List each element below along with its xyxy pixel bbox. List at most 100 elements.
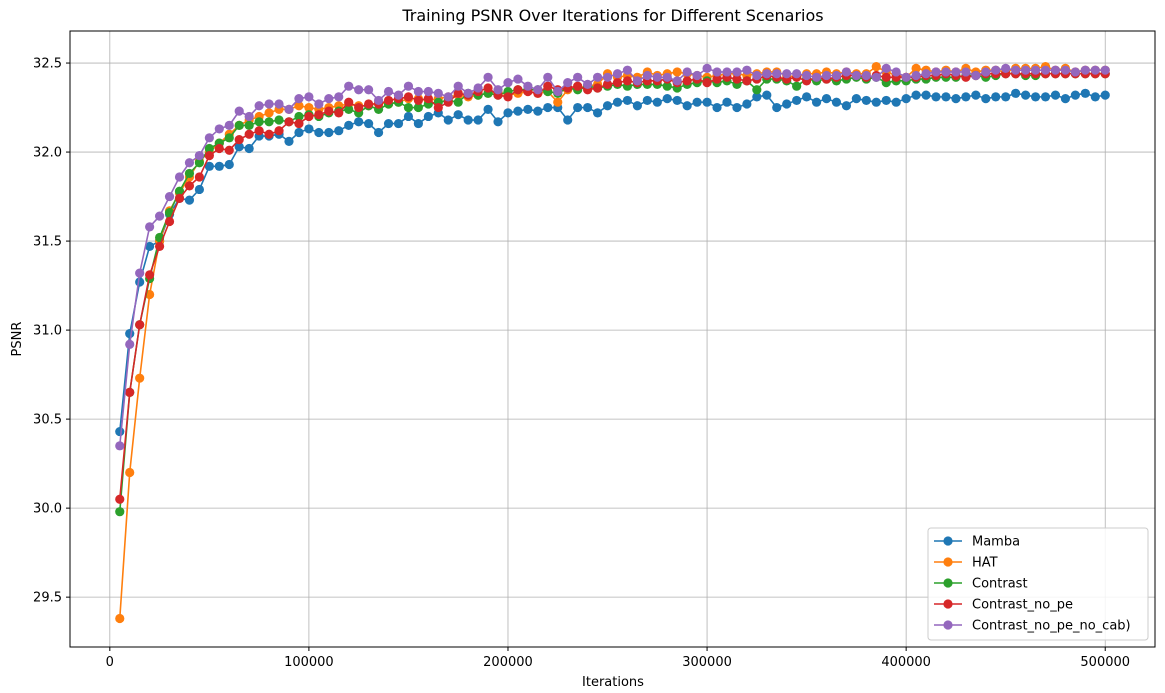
data-point — [622, 76, 633, 86]
data-point — [373, 127, 384, 138]
data-point — [921, 90, 931, 100]
data-point — [682, 67, 692, 77]
data-point — [911, 70, 921, 81]
y-tick-label: 29.5 — [33, 591, 62, 606]
data-point — [125, 387, 135, 398]
data-point — [891, 97, 901, 107]
legend-label: HAT — [972, 556, 998, 571]
data-point — [722, 67, 732, 77]
data-point — [304, 102, 314, 113]
data-point — [583, 79, 593, 90]
legend-item: Contrast — [934, 577, 1028, 592]
data-point — [473, 83, 483, 93]
data-point — [224, 145, 234, 155]
data-point — [354, 85, 364, 95]
data-point — [811, 97, 822, 107]
data-point — [612, 69, 623, 79]
data-point — [403, 102, 414, 113]
data-point — [364, 99, 374, 109]
data-point — [294, 101, 304, 111]
x-tick-label: 100000 — [284, 655, 334, 670]
data-point — [264, 129, 274, 139]
data-point — [324, 94, 334, 104]
data-point — [324, 127, 334, 138]
data-point — [294, 94, 304, 104]
data-point — [672, 76, 682, 86]
data-point — [782, 99, 792, 109]
data-point — [871, 62, 881, 72]
data-point — [732, 102, 742, 113]
data-point — [941, 92, 951, 102]
x-tick-label: 300000 — [682, 655, 732, 670]
data-point — [742, 65, 752, 75]
data-point — [433, 88, 443, 98]
data-point — [413, 86, 423, 97]
data-point — [194, 158, 204, 168]
data-point — [612, 78, 623, 88]
data-point — [135, 320, 145, 330]
legend-marker — [943, 599, 953, 609]
data-point — [194, 151, 204, 161]
legend-label: Contrast_no_pe_no_cab) — [972, 619, 1131, 634]
data-point — [204, 133, 214, 143]
data-point — [563, 78, 573, 88]
data-point — [702, 97, 712, 107]
data-point — [752, 92, 762, 102]
data-point — [373, 95, 384, 106]
data-point — [483, 83, 493, 93]
data-point — [1030, 65, 1041, 75]
data-point — [602, 79, 613, 90]
data-point — [841, 67, 852, 77]
data-point — [642, 70, 652, 81]
data-point — [533, 85, 543, 95]
data-point — [632, 101, 642, 111]
data-point — [234, 120, 244, 130]
data-point — [423, 111, 433, 122]
data-point — [244, 120, 254, 130]
legend-item: Contrast_no_pe — [934, 598, 1073, 613]
data-point — [503, 92, 513, 102]
data-point — [821, 94, 832, 104]
x-axis-ticks: 0 100000 200000 300000 400000 500000 — [106, 647, 1130, 670]
data-point — [652, 97, 662, 107]
legend-marker — [943, 578, 953, 588]
data-point — [991, 65, 1001, 75]
data-point — [792, 69, 802, 79]
data-point — [483, 72, 493, 82]
data-point — [344, 104, 354, 114]
data-point — [543, 102, 553, 113]
data-point — [115, 441, 125, 451]
legend-label: Contrast_no_pe — [972, 598, 1073, 613]
data-point — [513, 85, 523, 95]
data-point — [712, 102, 722, 113]
data-point — [304, 124, 314, 134]
data-point — [184, 158, 195, 168]
data-point — [184, 168, 195, 179]
data-point — [672, 67, 682, 77]
series-line — [118, 67, 1106, 446]
y-tick-label: 30.0 — [33, 502, 62, 517]
data-point — [214, 143, 224, 154]
y-tick-label: 32.0 — [33, 146, 62, 161]
legend-marker — [943, 620, 953, 630]
data-point — [792, 95, 802, 106]
data-point — [802, 92, 812, 102]
data-point — [164, 191, 175, 202]
data-point — [1021, 90, 1031, 100]
data-point — [553, 97, 563, 107]
y-tick-label: 31.5 — [33, 235, 62, 250]
data-point — [662, 72, 672, 82]
data-point — [125, 329, 135, 339]
data-point — [154, 211, 165, 221]
data-point — [652, 72, 662, 82]
data-point — [324, 106, 334, 116]
plot-frame — [69, 30, 1156, 648]
y-axis-title: PSNR — [10, 322, 25, 357]
data-point — [831, 97, 842, 107]
data-point — [692, 97, 702, 107]
data-point — [493, 85, 503, 95]
data-point — [722, 97, 732, 107]
data-point — [672, 95, 682, 106]
y-tick-label: 31.0 — [33, 324, 62, 339]
